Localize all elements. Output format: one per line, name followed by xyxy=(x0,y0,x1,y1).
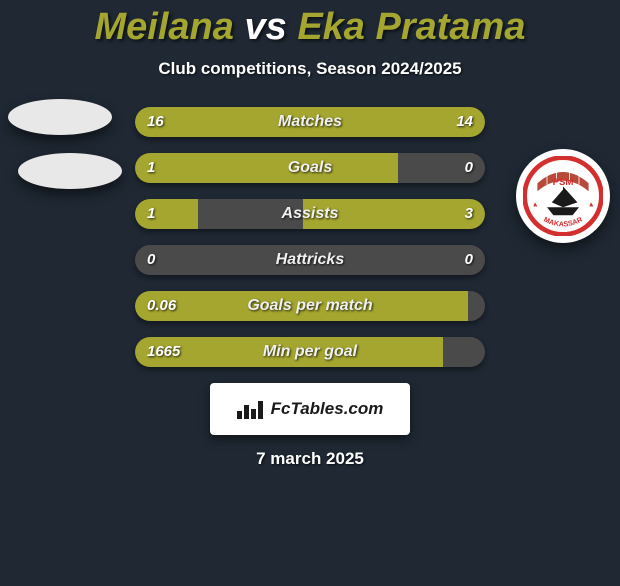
stat-row: Hattricks0 0 xyxy=(135,245,485,275)
svg-text:PSM: PSM xyxy=(553,177,574,188)
player1-badge-placeholder-1 xyxy=(8,99,112,135)
stat-bar-left xyxy=(135,337,443,367)
page-title: Meilana vs Eka Pratama xyxy=(0,6,620,49)
player1-badge-placeholder-2 xyxy=(18,153,122,189)
stat-bar-left xyxy=(135,291,468,321)
stat-bar-right xyxy=(321,107,486,137)
stat-row: Min per goal1665 xyxy=(135,337,485,367)
stat-bar-left xyxy=(135,199,198,229)
stat-value-left: 0 xyxy=(135,245,167,275)
stat-bar-right xyxy=(303,199,485,229)
stat-bars: Matches1614Goals10Assists13Hattricks00Go… xyxy=(135,107,485,367)
stat-bar-left xyxy=(135,107,321,137)
stat-bar-left xyxy=(135,153,398,183)
vs-label: vs xyxy=(244,6,286,48)
stat-label: Hattricks xyxy=(135,245,485,275)
stat-row: Goals per match0.06 xyxy=(135,291,485,321)
player1-name: Meilana xyxy=(95,6,234,48)
subtitle: Club competitions, Season 2024/2025 xyxy=(0,59,620,79)
brand-text: FcTables.com xyxy=(271,399,384,419)
brand-badge: FcTables.com xyxy=(210,383,410,435)
player2-name: Eka Pratama xyxy=(297,6,525,48)
stat-row: Matches1614 xyxy=(135,107,485,137)
stat-row: Assists13 xyxy=(135,199,485,229)
comparison-stage: PSM MAKASSAR Matches1614 Goals10 Assists13… xyxy=(0,107,620,367)
stat-value-right: 0 xyxy=(453,245,485,275)
psm-logo-icon: PSM MAKASSAR xyxy=(523,156,603,236)
stat-row: Goals10 xyxy=(135,153,485,183)
fctables-logo-icon xyxy=(237,399,265,419)
player2-club-logo: PSM MAKASSAR xyxy=(516,149,610,243)
stat-value-right: 0 xyxy=(453,153,485,183)
footer-date: 7 march 2025 xyxy=(0,449,620,469)
